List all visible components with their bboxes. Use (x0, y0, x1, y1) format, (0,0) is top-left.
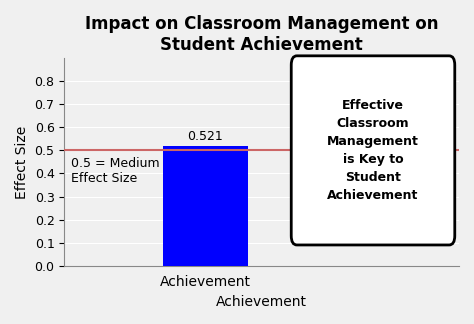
Bar (163, 145, 247, 266)
X-axis label: Achievement: Achievement (216, 295, 307, 309)
Title: Impact on Classroom Management on
Student Achievement: Impact on Classroom Management on Studen… (85, 15, 438, 54)
Text: 0.5 = Medium
Effect Size: 0.5 = Medium Effect Size (71, 157, 160, 185)
Y-axis label: Effect Size: Effect Size (15, 125, 29, 199)
Text: Effective
Classroom
Management
is Key to
Student
Achievement: Effective Classroom Management is Key to… (327, 99, 419, 202)
Text: 0.521: 0.521 (187, 130, 223, 143)
FancyBboxPatch shape (291, 56, 455, 245)
